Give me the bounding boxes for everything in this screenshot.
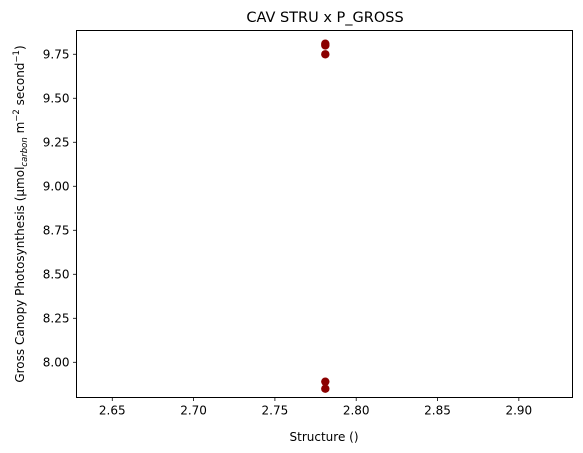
- x-tick-label: 2.85: [424, 404, 451, 418]
- x-axis-ticks: 2.65 2.70 2.75 2.80 2.85 2.90: [99, 397, 532, 418]
- y-tick-label: 9.75: [43, 47, 70, 61]
- y-axis-title-tail: m: [13, 122, 27, 138]
- data-point: [321, 50, 330, 59]
- y-axis-title: Gross Canopy Photosynthesis (μmolcarbon …: [12, 45, 30, 382]
- y-axis-title-sub: carbon: [20, 137, 30, 166]
- y-tick-label: 8.00: [43, 355, 70, 369]
- y-tick-label: 9.00: [43, 179, 70, 193]
- x-tick-label: 2.70: [180, 404, 207, 418]
- data-points: [321, 39, 330, 393]
- x-tick-label: 2.90: [505, 404, 532, 418]
- plot-area-frame: [76, 30, 573, 398]
- y-axis-title-end: ): [13, 45, 27, 50]
- y-axis-title-sup2: −1: [12, 50, 22, 63]
- y-axis-title-mid: second: [13, 63, 27, 110]
- chart-title: CAV STRU x P_GROSS: [246, 10, 403, 26]
- data-point: [321, 377, 330, 386]
- x-axis-title: Structure (): [290, 430, 359, 444]
- y-tick-label: 8.25: [43, 311, 70, 325]
- x-tick-label: 2.80: [343, 404, 370, 418]
- y-axis-title-main: Gross Canopy Photosynthesis (μmol: [13, 167, 27, 383]
- y-tick-label: 9.50: [43, 91, 70, 105]
- y-tick-label: 8.50: [43, 267, 70, 281]
- x-tick-label: 2.65: [99, 404, 126, 418]
- y-axis-ticks: 8.00 8.25 8.50 8.75 9.00 9.25 9.50 9.75: [43, 47, 77, 369]
- data-point: [321, 384, 330, 393]
- y-tick-label: 9.25: [43, 135, 70, 149]
- x-tick-label: 2.75: [262, 404, 289, 418]
- data-point: [321, 39, 330, 48]
- y-tick-label: 8.75: [43, 223, 70, 237]
- y-axis-title-sup1: −2: [12, 109, 22, 122]
